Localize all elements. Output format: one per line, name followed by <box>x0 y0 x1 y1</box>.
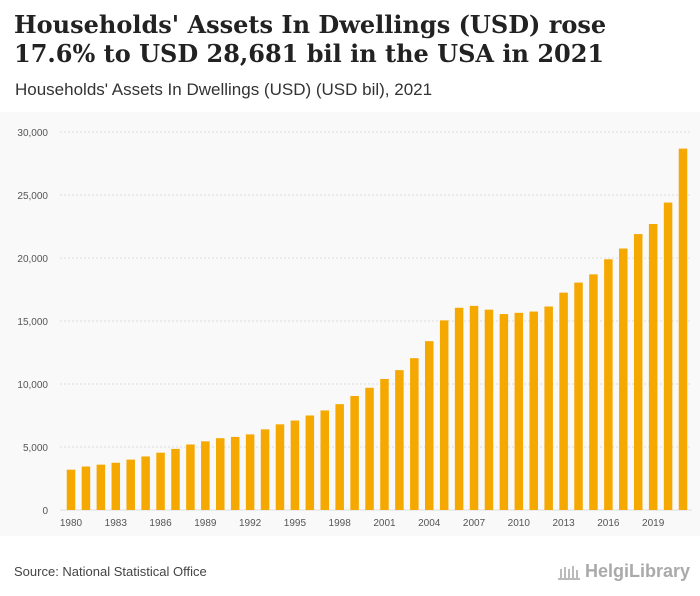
bar-2019 <box>648 223 658 510</box>
x-tick-label: 1995 <box>284 518 307 529</box>
chart-area: 0 5,000 10,000 15,000 20,000 25,000 30,000 1980… <box>0 112 700 536</box>
bar-1997 <box>320 410 330 510</box>
y-tick-label: 0 <box>42 506 48 517</box>
x-tick-label: 1986 <box>149 518 172 529</box>
bar-2004 <box>424 341 434 510</box>
library-building-icon <box>557 565 580 580</box>
bar-1984 <box>126 459 135 510</box>
chart-subtitle: Households' Assets In Dwellings (USD) (U… <box>15 80 433 99</box>
bar-1991 <box>230 436 240 510</box>
y-tick-label: 20,000 <box>17 254 48 265</box>
y-tick-label: 5,000 <box>23 443 48 454</box>
chart-title: Households' Assets In Dwellings (USD) ro… <box>14 10 607 68</box>
bar-1994 <box>275 424 285 510</box>
bar-chart: 0 5,000 10,000 15,000 20,000 25,000 30,000 1980… <box>17 128 692 529</box>
x-tick-label: 1983 <box>105 518 128 529</box>
x-tick-label: 1998 <box>329 518 352 529</box>
x-tick-label: 2019 <box>642 518 665 529</box>
bar-2009 <box>499 314 509 510</box>
x-tick-label: 1989 <box>194 518 217 529</box>
bar-1990 <box>216 438 225 510</box>
bar-2020 <box>663 202 673 510</box>
bar-2013 <box>559 292 568 510</box>
bar-1996 <box>305 415 315 510</box>
bar-1988 <box>186 444 195 510</box>
helgi-library-logo: HelgiLibrary <box>557 561 690 582</box>
bar-2003 <box>410 358 419 510</box>
bar-2018 <box>633 234 643 510</box>
x-tick-label: 2001 <box>373 518 396 529</box>
bar-1998 <box>335 404 344 510</box>
bar-2017 <box>619 248 628 511</box>
bar-1981 <box>81 466 91 510</box>
bar-2006 <box>454 307 464 510</box>
bar-2010 <box>514 312 524 510</box>
bar-2021 <box>678 148 688 511</box>
bar-1999 <box>350 395 359 510</box>
x-tick-label: 2004 <box>418 518 441 529</box>
bar-2008 <box>484 309 494 510</box>
x-tick-label: 2016 <box>597 518 620 529</box>
bar-1992 <box>245 434 255 510</box>
bar-1983 <box>111 462 121 510</box>
bar-2002 <box>395 370 404 510</box>
bar-2014 <box>574 282 583 510</box>
bar-2012 <box>544 306 553 510</box>
x-tick-label: 2013 <box>552 518 575 529</box>
bar-1982 <box>96 464 106 510</box>
x-tick-label: 2007 <box>463 518 486 529</box>
bar-1995 <box>290 420 300 510</box>
bar-2011 <box>529 311 538 510</box>
bar-2007 <box>469 305 479 510</box>
x-tick-label: 1980 <box>60 518 83 529</box>
bar-1985 <box>141 456 150 510</box>
bar-2000 <box>365 387 374 510</box>
source-note: Source: National Statistical Office <box>14 564 207 579</box>
y-tick-label: 30,000 <box>17 128 48 139</box>
y-tick-label: 25,000 <box>17 191 48 202</box>
logo-text: HelgiLibrary <box>584 561 690 581</box>
bar-1989 <box>201 441 210 510</box>
y-tick-label: 10,000 <box>17 380 48 391</box>
x-tick-label: 2010 <box>508 518 531 529</box>
bar-2005 <box>439 320 449 510</box>
bar-2001 <box>380 378 389 510</box>
bar-1980 <box>66 469 76 510</box>
x-tick-label: 1992 <box>239 518 262 529</box>
bar-2016 <box>604 259 613 510</box>
y-tick-label: 15,000 <box>17 317 48 328</box>
bar-1987 <box>171 448 180 510</box>
bar-1986 <box>156 452 165 510</box>
bar-1993 <box>260 429 270 510</box>
bar-2015 <box>589 274 598 510</box>
